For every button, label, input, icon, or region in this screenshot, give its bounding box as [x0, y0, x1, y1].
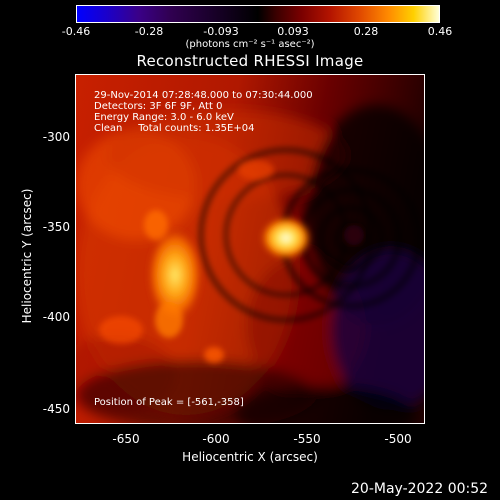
- y-tick: -400: [42, 310, 70, 324]
- x-axis-label: Heliocentric X (arcsec): [182, 450, 318, 464]
- colorbar-tick: 0.093: [277, 25, 309, 38]
- info-line-detectors: Detectors: 3F 6F 9F, Att 0: [94, 101, 223, 112]
- y-tick: -450: [42, 402, 70, 416]
- x-tick: -600: [202, 432, 230, 446]
- colorbar-tick: -0.46: [61, 25, 91, 38]
- colorbar-tick: 0.46: [427, 25, 453, 38]
- colorbar-units: (photons cm⁻² s⁻¹ asec⁻²): [185, 39, 315, 50]
- x-tick: -500: [384, 432, 412, 446]
- colorbar-tick: 0.28: [353, 25, 379, 38]
- colorbar-tick: -0.28: [134, 25, 164, 38]
- peak-position: Position of Peak = [-561,-358]: [94, 397, 244, 408]
- y-tick: -300: [42, 130, 70, 144]
- x-tick: -550: [293, 432, 321, 446]
- x-tick: -650: [112, 432, 140, 446]
- rhessi-image: 29-Nov-2014 07:28:48.000 to 07:30:44.000…: [75, 74, 425, 424]
- info-line-clean: Clean Total counts: 1.35E+04: [94, 123, 255, 134]
- timestamp: 20-May-2022 00:52: [351, 481, 489, 497]
- colorbar-tick: -0.093: [203, 25, 239, 38]
- rhessi-image-canvas: [76, 75, 424, 423]
- y-tick: -350: [42, 220, 70, 234]
- colorbar: [76, 5, 440, 23]
- y-axis-label: Heliocentric Y (arcsec): [20, 188, 34, 324]
- plot-title: Reconstructed RHESSI Image: [136, 52, 364, 70]
- info-line-energy: Energy Range: 3.0 - 6.0 keV: [94, 112, 234, 123]
- info-line-time: 29-Nov-2014 07:28:48.000 to 07:30:44.000: [94, 90, 313, 101]
